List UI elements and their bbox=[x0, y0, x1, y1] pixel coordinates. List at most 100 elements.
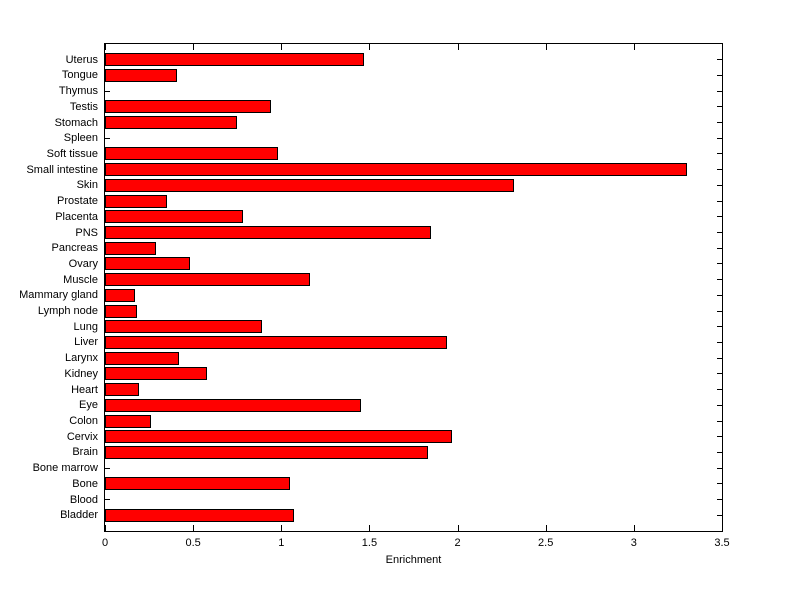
bar-placenta bbox=[105, 210, 243, 224]
x-tick-bottom bbox=[545, 525, 547, 531]
y-tick-label-bladder: Bladder bbox=[60, 509, 98, 522]
x-tick-bottom bbox=[193, 525, 195, 531]
x-tick-top bbox=[722, 44, 723, 50]
x-tick-top bbox=[545, 44, 547, 50]
y-tick-left bbox=[105, 499, 110, 501]
x-tick-label: 1 bbox=[278, 537, 285, 549]
y-tick-right bbox=[717, 59, 722, 61]
x-tick-label: 2.5 bbox=[538, 537, 554, 549]
y-tick-right bbox=[717, 294, 722, 296]
y-tick-left bbox=[105, 90, 110, 92]
x-tick-bottom bbox=[105, 525, 106, 531]
plot-area bbox=[104, 43, 723, 532]
x-tick-bottom bbox=[369, 525, 371, 531]
x-tick-top bbox=[281, 44, 283, 50]
bar-lymph-node bbox=[105, 304, 137, 318]
y-tick-label-thymus: Thymus bbox=[58, 85, 98, 98]
y-tick-right bbox=[717, 404, 722, 406]
bar-larynx bbox=[105, 351, 179, 365]
y-tick-label-brain: Brain bbox=[72, 446, 98, 459]
y-tick-right bbox=[717, 483, 722, 485]
y-tick-label-pancreas: Pancreas bbox=[51, 242, 98, 255]
bar-soft-tissue bbox=[105, 147, 278, 161]
y-tick-label-colon: Colon bbox=[69, 415, 98, 428]
x-tick-label: 3.5 bbox=[714, 537, 730, 549]
x-tick-bottom bbox=[457, 525, 459, 531]
bar-liver bbox=[105, 335, 447, 349]
y-tick-right bbox=[717, 137, 722, 139]
y-tick-right bbox=[717, 106, 722, 108]
x-tick-top bbox=[457, 44, 459, 50]
bar-lung bbox=[105, 320, 262, 334]
x-tick-label: 0 bbox=[101, 537, 109, 549]
bar-uterus bbox=[105, 53, 365, 67]
x-tick-top bbox=[633, 44, 635, 50]
y-tick-right bbox=[717, 451, 722, 453]
y-tick-label-muscle: Muscle bbox=[63, 273, 98, 286]
y-tick-right bbox=[717, 200, 722, 202]
bar-prostate bbox=[105, 194, 167, 208]
y-tick-right bbox=[717, 467, 722, 469]
y-tick-right bbox=[717, 90, 722, 92]
y-tick-label-eye: Eye bbox=[79, 399, 98, 412]
y-tick-label-larynx: Larynx bbox=[64, 352, 98, 365]
y-tick-right bbox=[717, 420, 722, 422]
y-tick-right bbox=[717, 153, 722, 155]
bar-colon bbox=[105, 414, 151, 428]
y-tick-label-cervix: Cervix bbox=[66, 430, 98, 443]
y-tick-label-lung: Lung bbox=[73, 320, 98, 333]
bar-eye bbox=[105, 398, 361, 412]
bar-mammary-gland bbox=[105, 288, 135, 302]
y-tick-left bbox=[105, 467, 110, 469]
bar-small-intestine bbox=[105, 163, 687, 177]
y-tick-left bbox=[105, 137, 110, 139]
y-tick-label-bone-marrow: Bone marrow bbox=[32, 462, 98, 475]
y-tick-right bbox=[717, 247, 722, 249]
y-tick-label-prostate: Prostate bbox=[57, 195, 98, 208]
y-tick-right bbox=[717, 499, 722, 501]
y-tick-label-kidney: Kidney bbox=[64, 367, 98, 380]
y-tick-label-heart: Heart bbox=[71, 383, 98, 396]
y-tick-right bbox=[717, 436, 722, 438]
bar-muscle bbox=[105, 273, 310, 287]
y-tick-right bbox=[717, 263, 722, 265]
bar-heart bbox=[105, 383, 139, 397]
x-tick-top bbox=[193, 44, 195, 50]
bar-skin bbox=[105, 178, 514, 192]
y-tick-label-soft-tissue: Soft tissue bbox=[46, 147, 98, 160]
bar-tongue bbox=[105, 68, 178, 82]
x-tick-label: 3 bbox=[630, 537, 637, 549]
y-tick-label-lymph-node: Lymph node bbox=[37, 305, 98, 318]
bar-ovary bbox=[105, 257, 190, 271]
y-tick-label-uterus: Uterus bbox=[65, 53, 98, 66]
x-tick-top bbox=[105, 44, 106, 50]
y-tick-label-liver: Liver bbox=[74, 336, 98, 349]
y-tick-label-mammary-gland: Mammary gland bbox=[19, 289, 98, 302]
y-tick-label-tongue: Tongue bbox=[61, 69, 98, 82]
y-tick-right bbox=[717, 279, 722, 281]
x-tick-label: 0.5 bbox=[185, 537, 201, 549]
x-tick-bottom bbox=[722, 525, 723, 531]
y-tick-label-small-intestine: Small intestine bbox=[26, 163, 98, 176]
y-tick-label-blood: Blood bbox=[69, 493, 98, 506]
y-tick-right bbox=[717, 514, 722, 516]
x-axis-title: Enrichment bbox=[385, 554, 442, 566]
bar-pancreas bbox=[105, 241, 157, 255]
y-tick-right bbox=[717, 216, 722, 218]
y-tick-right bbox=[717, 74, 722, 76]
x-tick-label: 1.5 bbox=[361, 537, 378, 549]
x-tick-bottom bbox=[281, 525, 283, 531]
y-tick-right bbox=[717, 389, 722, 391]
y-tick-label-spleen: Spleen bbox=[63, 132, 98, 145]
y-tick-right bbox=[717, 373, 722, 375]
y-tick-right bbox=[717, 232, 722, 234]
y-tick-label-bone: Bone bbox=[72, 477, 98, 490]
bar-stomach bbox=[105, 116, 238, 130]
bar-kidney bbox=[105, 367, 208, 381]
y-tick-right bbox=[717, 326, 722, 328]
y-tick-label-ovary: Ovary bbox=[68, 257, 98, 270]
bar-testis bbox=[105, 100, 271, 114]
y-tick-label-placenta: Placenta bbox=[55, 210, 98, 223]
y-tick-right bbox=[717, 310, 722, 312]
